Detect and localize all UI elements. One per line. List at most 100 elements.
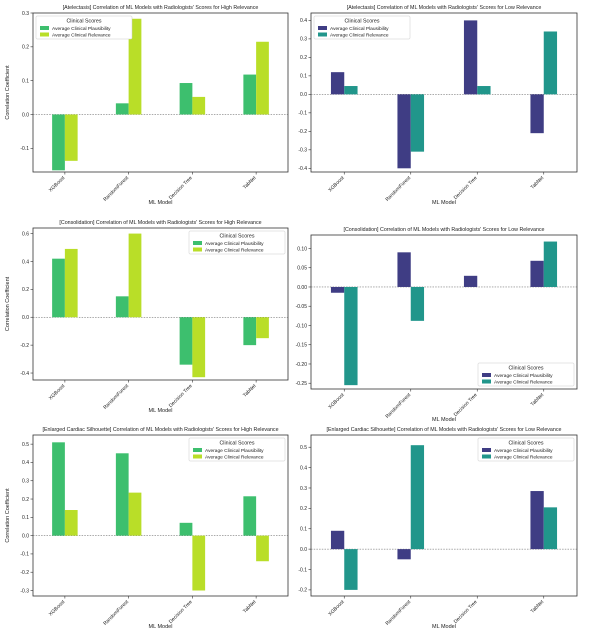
y-axis-label: Correlation Coefficient: [5, 65, 11, 120]
x-axis-label: ML Model: [432, 624, 456, 630]
y-tick-label: 0.6: [22, 231, 29, 237]
bar-xgboost-series-2: [64, 510, 78, 536]
legend-swatch-2: [482, 454, 491, 459]
plot-frame: [32, 227, 289, 381]
y-axis-label: Correlation Coefficient: [5, 276, 11, 331]
legend-swatch-1: [40, 26, 49, 30]
x-tick-label: TabNet: [242, 383, 258, 399]
bar-xgboost-series-1: [330, 530, 345, 550]
plot-frame: [310, 12, 578, 173]
y-tick-label: 0.1: [300, 527, 307, 533]
bar-decision-tree-series-1: [463, 20, 478, 95]
legend-label-1: Average Clinical Plausibility: [494, 373, 553, 379]
y-tick-label: -0.05: [296, 304, 308, 310]
y-tick-label: 0.1: [300, 74, 307, 80]
legend-title: Clinical Scores: [219, 441, 254, 447]
y-tick-label: 0.2: [300, 55, 307, 61]
chart-title: [Consolidation] Correlation of ML Models…: [343, 227, 544, 233]
bar-decision-tree-series-2: [477, 86, 491, 95]
bar-tabnet-series-1: [530, 491, 544, 550]
y-tick-label: 0.00: [297, 285, 307, 291]
legend-swatch-1: [318, 26, 327, 30]
bar-randomforest-series-1: [115, 453, 129, 536]
legend-label-1: Average Clinical Plausibility: [205, 241, 264, 247]
bar-tabnet-series-1: [530, 94, 544, 134]
chart-title: [Consolidation] Correlation of ML Models…: [59, 220, 261, 226]
chart-title: [Atelectasis] Correlation of ML Models w…: [347, 5, 542, 11]
y-tick-label: 0.1: [22, 78, 29, 84]
y-tick-label: 0.3: [300, 486, 307, 492]
x-tick-label: XGBoost: [48, 383, 67, 402]
x-tick-label: TabNet: [530, 599, 546, 615]
y-tick-label: -0.20: [296, 362, 308, 368]
bar-tabnet-series-2: [256, 535, 269, 562]
y-tick-label: 0.0: [22, 533, 29, 539]
y-tick-label: 0.4: [300, 465, 307, 471]
y-tick-label: -0.10: [296, 323, 308, 329]
bar-tabnet-series-1: [243, 74, 257, 115]
bar-randomforest-series-1: [397, 549, 411, 560]
plot-frame: [32, 12, 289, 173]
y-tick-label: 0.05: [297, 266, 307, 272]
y-tick-label: -0.25: [296, 381, 308, 387]
chart-panel-4: [Consolidation] Correlation of ML Models…: [296, 227, 578, 423]
plot-frame: [32, 434, 289, 597]
y-tick-label: 0.5: [22, 442, 29, 448]
y-tick-label: 0.3: [300, 37, 307, 43]
bar-decision-tree-series-1: [463, 275, 478, 287]
y-tick-label: 0.0: [22, 112, 29, 118]
x-tick-label: RandomForest: [385, 175, 413, 203]
x-tick-label: Decision Tree: [453, 175, 479, 201]
bar-xgboost-series-1: [330, 72, 345, 95]
chart-title: [Enlarged Cardiac Silhouette] Correlatio…: [42, 427, 278, 433]
y-tick-label: 0.2: [22, 497, 29, 503]
y-tick-label: -0.2: [298, 129, 307, 135]
y-tick-label: 0.5: [300, 445, 307, 451]
legend-box: [188, 437, 286, 462]
legend-swatch-1: [193, 241, 202, 245]
x-axis-label: ML Model: [149, 408, 173, 414]
bar-tabnet-series-2: [256, 41, 269, 115]
legend-box: [35, 15, 133, 40]
x-tick-label: Decision Tree: [168, 383, 194, 409]
legend-label-2: Average Clinical Relevance: [494, 379, 553, 385]
legend-box: [313, 15, 411, 40]
y-tick-label: -0.1: [20, 146, 29, 152]
bar-tabnet-series-1: [243, 496, 257, 536]
bar-xgboost-series-2: [64, 248, 78, 318]
y-tick-label: -0.3: [20, 588, 29, 594]
bar-randomforest-series-2: [410, 445, 425, 550]
y-tick-label: -0.1: [298, 567, 307, 573]
x-axis-label: ML Model: [149, 200, 173, 206]
bar-xgboost-series-1: [52, 442, 65, 536]
legend-swatch-2: [193, 247, 202, 252]
y-axis-label: Correlation Coefficient: [5, 488, 11, 543]
legend-swatch-2: [193, 454, 202, 459]
legend-title: Clinical Scores: [219, 234, 254, 240]
x-tick-label: RandomForest: [102, 383, 130, 411]
bar-decision-tree-series-2: [192, 96, 206, 115]
bar-randomforest-series-2: [128, 233, 142, 318]
chart-title: [Atelectasis] Correlation of ML Models w…: [63, 5, 259, 11]
legend-box: [477, 362, 575, 387]
y-tick-label: 0.2: [22, 45, 29, 51]
y-tick-label: -0.15: [296, 343, 308, 349]
legend-label-1: Average Clinical Plausibility: [330, 26, 389, 32]
bar-xgboost-series-2: [344, 86, 358, 95]
legend-label-2: Average Clinical Relevance: [494, 454, 553, 460]
bar-decision-tree-series-1: [179, 83, 193, 115]
y-tick-label: -0.4: [20, 371, 29, 377]
x-tick-label: XGBoost: [327, 392, 346, 411]
x-tick-label: RandomForest: [385, 599, 413, 627]
bar-xgboost-series-1: [52, 258, 65, 318]
bar-xgboost-series-1: [52, 114, 65, 171]
x-tick-label: Decision Tree: [453, 599, 479, 625]
x-tick-label: Decision Tree: [168, 599, 194, 625]
x-tick-label: TabNet: [530, 175, 546, 191]
